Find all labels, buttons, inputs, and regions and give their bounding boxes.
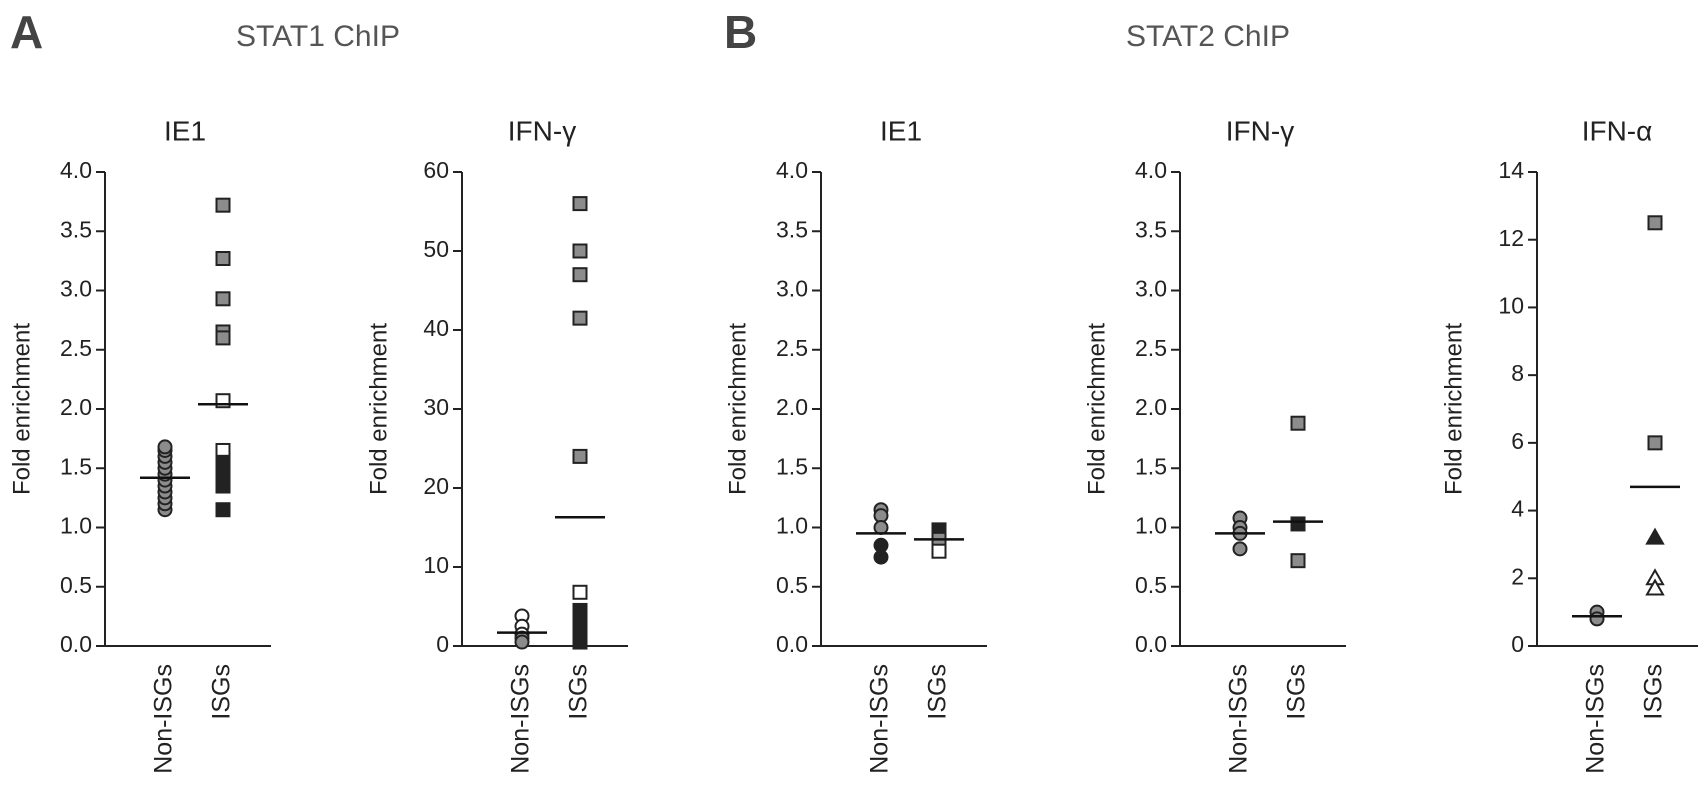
y-tick-label: 0.5 (776, 572, 808, 598)
point (572, 267, 588, 283)
point (572, 243, 588, 259)
point (1290, 415, 1306, 431)
y-tick-label: 50 (423, 236, 449, 262)
panel-title: STAT2 ChIP (1126, 20, 1290, 53)
x-tick-label: ISGs (924, 664, 952, 720)
y-axis-label: Fold enrichment (365, 323, 392, 495)
point (1589, 611, 1605, 627)
point (215, 478, 231, 494)
point (572, 196, 588, 212)
point (572, 634, 588, 650)
x-tick-label: ISGs (1283, 664, 1311, 720)
y-tick-label: 2.0 (776, 394, 808, 420)
x-tick-label: Non-ISGs (866, 664, 894, 774)
point (572, 448, 588, 464)
panel-label: A (10, 6, 43, 58)
x-tick-label: Non-ISGs (1225, 664, 1253, 774)
x-tick-label: Non-ISGs (507, 664, 535, 774)
y-tick-label: 3.5 (60, 216, 92, 242)
y-tick-label: 4.0 (1135, 157, 1167, 183)
y-tick-label: 8 (1511, 360, 1524, 386)
y-tick-label: 1.5 (60, 453, 92, 479)
y-tick-label: 3.0 (60, 276, 92, 302)
chart-title: IFN-γ (1226, 115, 1294, 146)
y-axis-label: Fold enrichment (1440, 323, 1467, 495)
chart-title: IE1 (880, 115, 922, 146)
point (157, 439, 173, 455)
y-tick-label: 4 (1511, 496, 1524, 522)
point (215, 291, 231, 307)
point (215, 502, 231, 518)
y-tick-label: 0.0 (1135, 631, 1167, 657)
x-tick-label: Non-ISGs (1582, 664, 1610, 774)
point (873, 520, 889, 535)
point (1645, 578, 1665, 596)
y-tick-label: 10 (1498, 293, 1524, 319)
y-axis-label: Fold enrichment (1083, 323, 1110, 495)
y-tick-label: 2.0 (60, 394, 92, 420)
point (1647, 435, 1663, 451)
y-tick-label: 4.0 (776, 157, 808, 183)
y-tick-label: 3.5 (776, 216, 808, 242)
y-tick-label: 2 (1511, 563, 1524, 589)
chart-title: IE1 (164, 115, 206, 146)
point (572, 310, 588, 326)
y-tick-label: 3.0 (1135, 276, 1167, 302)
point (1290, 516, 1306, 532)
y-tick-label: 0.0 (60, 631, 92, 657)
x-tick-label: ISGs (208, 664, 236, 720)
y-axis-label: Fold enrichment (8, 323, 35, 495)
point (1290, 553, 1306, 569)
y-tick-label: 2.0 (1135, 394, 1167, 420)
y-tick-label: 4.0 (60, 157, 92, 183)
point (215, 251, 231, 267)
y-tick-label: 1.5 (776, 453, 808, 479)
point (215, 197, 231, 213)
panel-title: STAT1 ChIP (236, 20, 400, 53)
point (873, 549, 889, 565)
y-tick-label: 1.0 (60, 513, 92, 539)
point (1232, 541, 1248, 557)
y-tick-label: 1.0 (1135, 513, 1167, 539)
point (1647, 215, 1663, 231)
y-tick-label: 2.5 (60, 335, 92, 361)
point (514, 634, 530, 650)
y-tick-label: 10 (423, 552, 449, 578)
y-tick-label: 0.5 (1135, 572, 1167, 598)
y-axis-label: Fold enrichment (724, 323, 751, 495)
y-tick-label: 1.0 (776, 513, 808, 539)
x-tick-label: Non-ISGs (150, 664, 178, 774)
y-tick-label: 3.0 (776, 276, 808, 302)
y-tick-label: 6 (1511, 428, 1524, 454)
y-tick-label: 20 (423, 473, 449, 499)
x-tick-label: ISGs (1640, 664, 1668, 720)
y-tick-label: 40 (423, 315, 449, 341)
point (215, 330, 231, 346)
panel-label: B (724, 6, 757, 58)
chart-title: IFN-α (1582, 115, 1653, 146)
y-tick-label: 2.5 (776, 335, 808, 361)
x-tick-label: ISGs (565, 664, 593, 720)
y-tick-label: 1.5 (1135, 453, 1167, 479)
point (572, 584, 588, 600)
y-tick-label: 0 (1511, 631, 1524, 657)
point (1645, 527, 1665, 545)
y-tick-label: 30 (423, 394, 449, 420)
y-tick-label: 12 (1498, 225, 1524, 251)
y-tick-label: 14 (1498, 157, 1524, 183)
y-tick-label: 2.5 (1135, 335, 1167, 361)
chart-title: IFN-γ (508, 115, 576, 146)
y-tick-label: 60 (423, 157, 449, 183)
y-tick-label: 0 (436, 631, 449, 657)
y-tick-label: 3.5 (1135, 216, 1167, 242)
y-tick-label: 0.0 (776, 631, 808, 657)
y-tick-label: 0.5 (60, 572, 92, 598)
point (931, 543, 947, 559)
